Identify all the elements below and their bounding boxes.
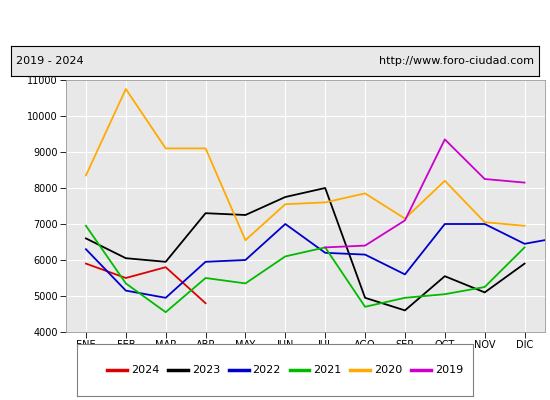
Text: 2022: 2022 [252, 365, 281, 375]
Text: 2019: 2019 [434, 365, 463, 375]
Text: 2020: 2020 [374, 365, 402, 375]
Text: 2024: 2024 [131, 365, 160, 375]
Text: http://www.foro-ciudad.com: http://www.foro-ciudad.com [379, 56, 534, 66]
Text: 2019 - 2024: 2019 - 2024 [16, 56, 84, 66]
Text: 2021: 2021 [314, 365, 342, 375]
Text: Evolucion Nº Turistas Nacionales en el municipio de Meco: Evolucion Nº Turistas Nacionales en el m… [75, 16, 475, 30]
Text: 2023: 2023 [192, 365, 220, 375]
